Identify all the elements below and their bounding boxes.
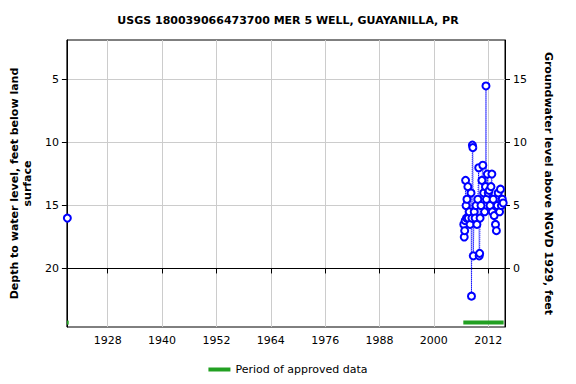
svg-text:15: 15 (45, 199, 59, 212)
svg-text:5: 5 (513, 199, 520, 212)
svg-text:Groundwater level above NGVD 1: Groundwater level above NGVD 1929, feet (542, 52, 555, 315)
svg-text:5: 5 (52, 73, 59, 86)
svg-text:1964: 1964 (257, 334, 285, 347)
svg-text:2000: 2000 (420, 334, 448, 347)
svg-text:15: 15 (513, 73, 527, 86)
svg-text:surface: surface (21, 161, 34, 207)
svg-text:Period of approved data: Period of approved data (235, 363, 367, 376)
svg-text:10: 10 (45, 136, 59, 149)
svg-text:USGS 180039066473700 MER 5 WEL: USGS 180039066473700 MER 5 WELL, GUAYANI… (117, 14, 459, 27)
svg-text:20: 20 (45, 262, 59, 275)
svg-text:0: 0 (513, 262, 520, 275)
svg-text:1988: 1988 (366, 334, 394, 347)
svg-text:1940: 1940 (148, 334, 176, 347)
svg-text:2012: 2012 (474, 334, 502, 347)
svg-text:1952: 1952 (202, 334, 230, 347)
svg-text:10: 10 (513, 136, 527, 149)
svg-text:1928: 1928 (94, 334, 122, 347)
svg-text:Depth to water level, feet bel: Depth to water level, feet below land (8, 68, 21, 300)
svg-text:1976: 1976 (311, 334, 339, 347)
